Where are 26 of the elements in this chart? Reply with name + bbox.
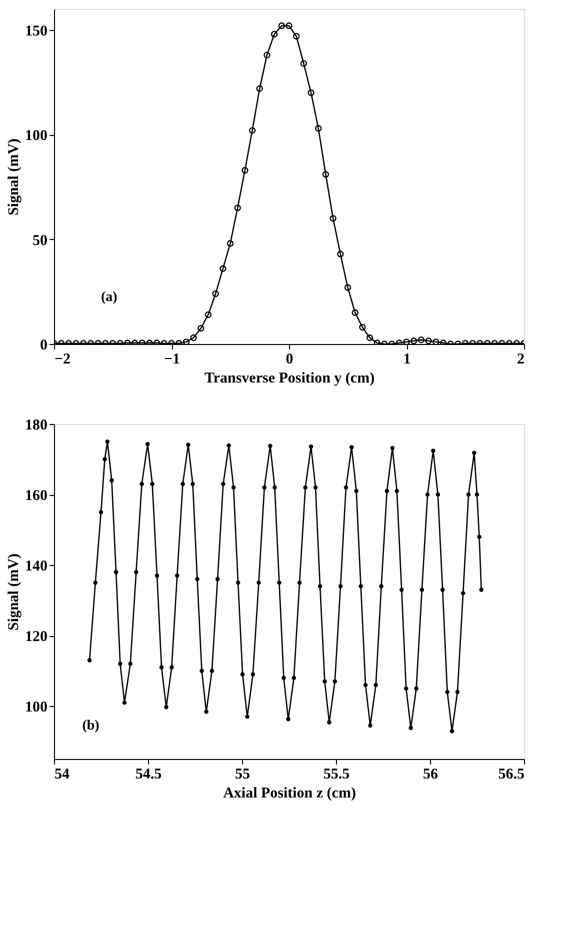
y-tick-label: 180: [25, 418, 48, 434]
x-tick-label: 55.5: [323, 766, 350, 782]
y-tick-label: 120: [25, 629, 48, 646]
x-tick-label: 0: [286, 352, 294, 368]
annotation: (a): [101, 290, 118, 306]
y-tick-label: 140: [25, 558, 48, 575]
x-tick-label: 2: [517, 352, 524, 368]
x-tick-label: −1: [164, 352, 180, 368]
y-tick-label: 0: [40, 338, 48, 354]
y-tick-label: 160: [25, 488, 48, 504]
x-tick-label: 54: [54, 766, 70, 782]
y-tick-label: 50: [32, 232, 48, 249]
x-tick-label: 55: [235, 766, 250, 782]
x-axis-title: Transverse Position y (cm): [204, 370, 375, 386]
x-axis-title: Axial Position z (cm): [223, 786, 356, 802]
y-axis-title: Signal (mV): [6, 553, 22, 631]
x-tick-label: 1: [403, 352, 411, 368]
y-tick-label: 100: [25, 128, 48, 144]
y-tick-label: 100: [25, 700, 48, 716]
y-tick-label: 150: [25, 23, 48, 40]
x-tick-label: 56.5: [498, 766, 524, 782]
x-tick-label: −2: [54, 352, 71, 368]
y-axis-title: Signal (mV): [6, 138, 22, 216]
x-tick-label: 56: [423, 766, 438, 782]
annotation: (b): [82, 718, 100, 734]
x-tick-label: 54.5: [135, 766, 162, 782]
